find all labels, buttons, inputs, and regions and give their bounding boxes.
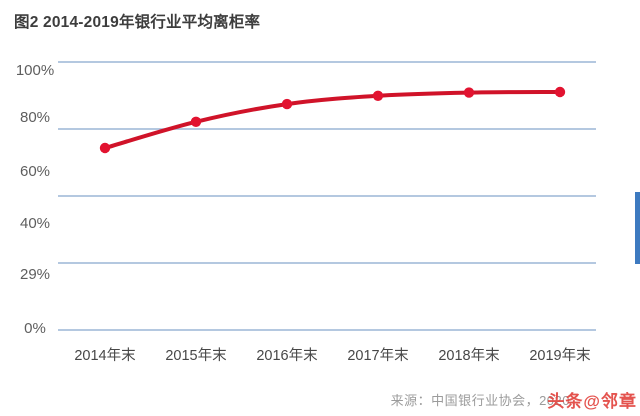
data-point (372, 90, 384, 102)
x-tick-label: 2014年末 (74, 348, 136, 364)
x-tick-label: 2017年末 (347, 348, 409, 364)
source-caption: 来源：中国银行业协会，2020 (390, 393, 570, 408)
chart-title: 图2 2014-2019年银行业平均离柜率 (14, 14, 261, 31)
y-tick-label: 0% (24, 320, 46, 337)
x-tick-label: 2015年末 (165, 348, 227, 364)
x-tick-label: 2019年末 (529, 348, 591, 364)
y-tick-label: 80% (19, 109, 51, 126)
x-tick-label: 2018年末 (438, 348, 500, 364)
series-line (103, 90, 562, 151)
data-point (99, 142, 111, 154)
data-point (281, 98, 293, 110)
y-tick-label: 100% (15, 62, 55, 79)
y-tick-label: 29% (19, 266, 51, 283)
data-point (463, 87, 475, 98)
x-tick-label: 2016年末 (256, 348, 318, 364)
watermark: 头条@邻章 (547, 392, 637, 411)
y-tick-label: 60% (19, 163, 51, 180)
scrollbar-thumb[interactable] (635, 192, 640, 264)
data-point (190, 116, 202, 128)
data-point (554, 86, 566, 98)
y-tick-label: 40% (19, 215, 51, 232)
